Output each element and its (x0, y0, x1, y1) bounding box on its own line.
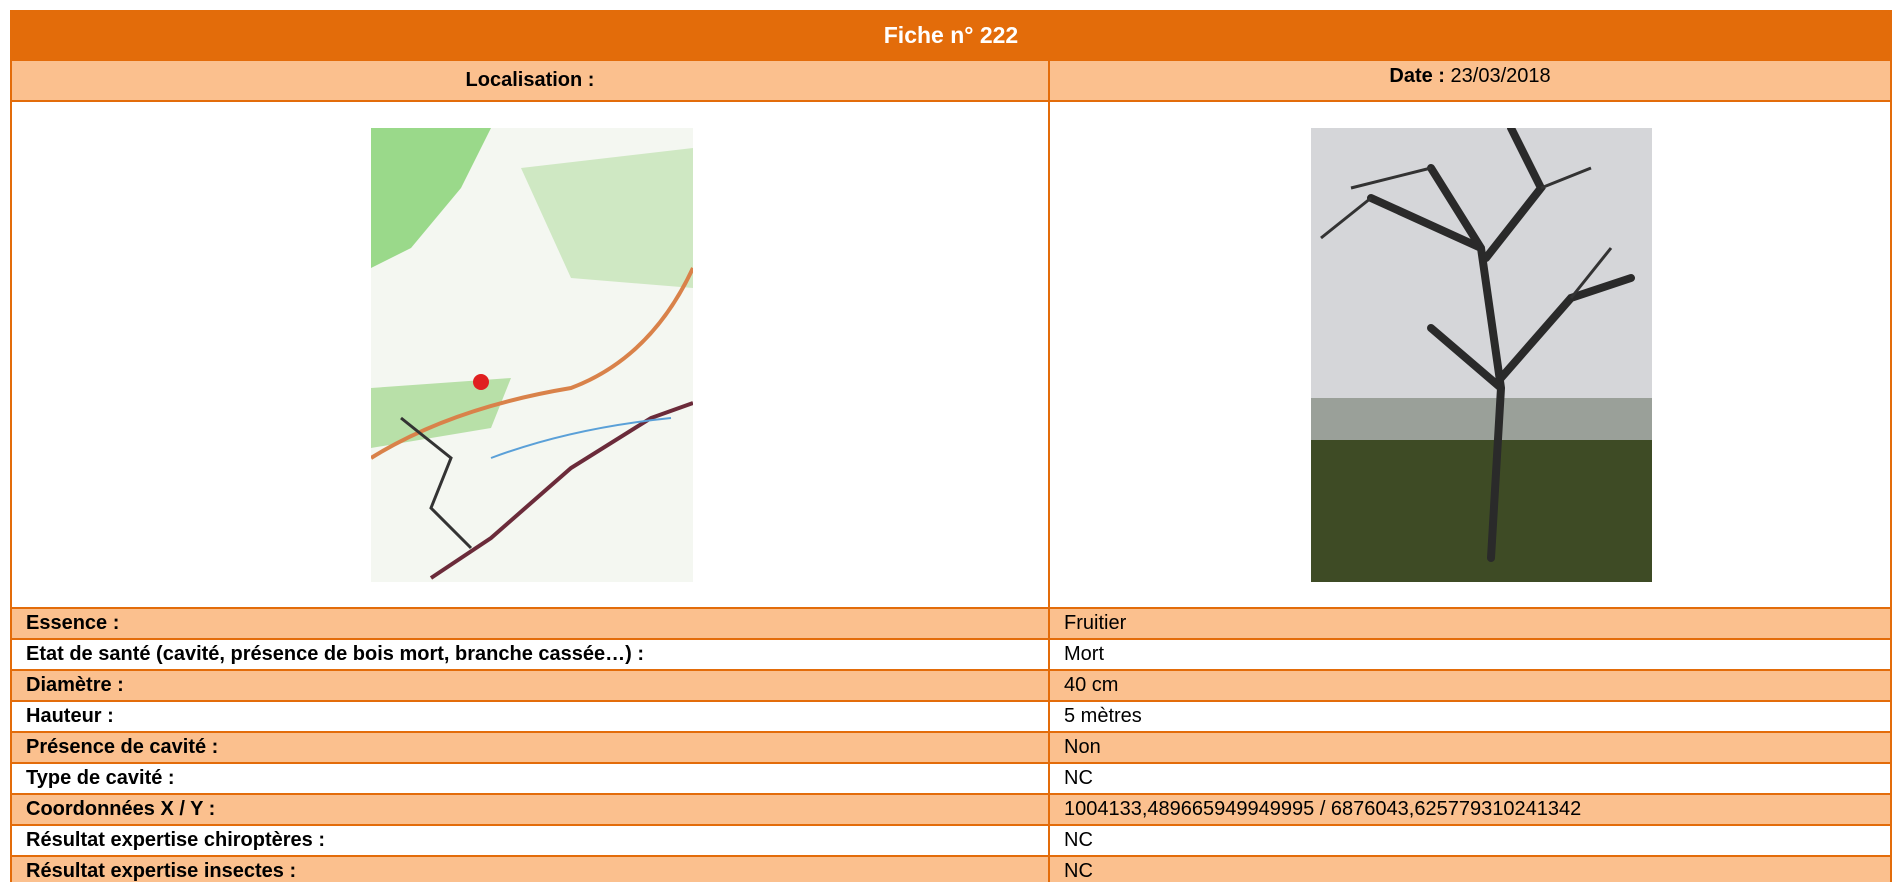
title-bar: Fiche n° 222 (10, 10, 1892, 61)
row-label-text: Essence : (26, 612, 120, 634)
row-label: Hauteur : (10, 700, 1050, 733)
row-value-text: 5 mètres (1064, 705, 1142, 727)
row-label-text: Diamètre : (26, 674, 124, 696)
row-value: 40 cm (1048, 669, 1892, 702)
row-value-text: 1004133,489665949949995 / 6876043,625779… (1064, 798, 1582, 820)
date-value: 23/03/2018 (1450, 65, 1551, 87)
row-value: NC (1048, 762, 1892, 795)
row-value: Non (1048, 731, 1892, 764)
row-label-text: Présence de cavité : (26, 736, 219, 758)
row-value-text: NC (1064, 829, 1093, 851)
tree-photo (1311, 128, 1652, 582)
row-label-text: Coordonnées X / Y : (26, 798, 216, 820)
row-label: Résultat expertise insectes : (10, 855, 1050, 882)
row-value: Fruitier (1048, 607, 1892, 640)
title: Fiche n° 222 (883, 22, 1019, 48)
row-label: Etat de santé (cavité, présence de bois … (10, 638, 1050, 671)
row-value: 1004133,489665949949995 / 6876043,625779… (1048, 793, 1892, 826)
row-value-text: 40 cm (1064, 674, 1119, 696)
date-label: Date : (1389, 65, 1445, 87)
row-label: Type de cavité : (10, 762, 1050, 795)
row-label-text: Etat de santé (cavité, présence de bois … (26, 643, 645, 665)
row-label: Résultat expertise chiroptères : (10, 824, 1050, 857)
map-cell (10, 100, 1050, 609)
row-label: Coordonnées X / Y : (10, 793, 1050, 826)
localisation-label: Localisation : (465, 69, 595, 91)
row-label-text: Hauteur : (26, 705, 114, 727)
map-image (371, 128, 693, 582)
date-header: Date : 23/03/2018 (1048, 59, 1892, 102)
row-label: Présence de cavité : (10, 731, 1050, 764)
row-value-text: NC (1064, 860, 1093, 882)
photo-cell (1048, 100, 1892, 609)
row-label: Essence : (10, 607, 1050, 640)
row-value: NC (1048, 855, 1892, 882)
row-value-text: Fruitier (1064, 612, 1127, 634)
row-value: Mort (1048, 638, 1892, 671)
row-value: 5 mètres (1048, 700, 1892, 733)
row-value: NC (1048, 824, 1892, 857)
row-label: Diamètre : (10, 669, 1050, 702)
row-value-text: NC (1064, 767, 1093, 789)
row-value-text: Non (1064, 736, 1101, 758)
row-label-text: Type de cavité : (26, 767, 175, 789)
row-label-text: Résultat expertise chiroptères : (26, 829, 325, 851)
row-label-text: Résultat expertise insectes : (26, 860, 297, 882)
localisation-header: Localisation : (10, 59, 1050, 102)
row-value-text: Mort (1064, 643, 1104, 665)
